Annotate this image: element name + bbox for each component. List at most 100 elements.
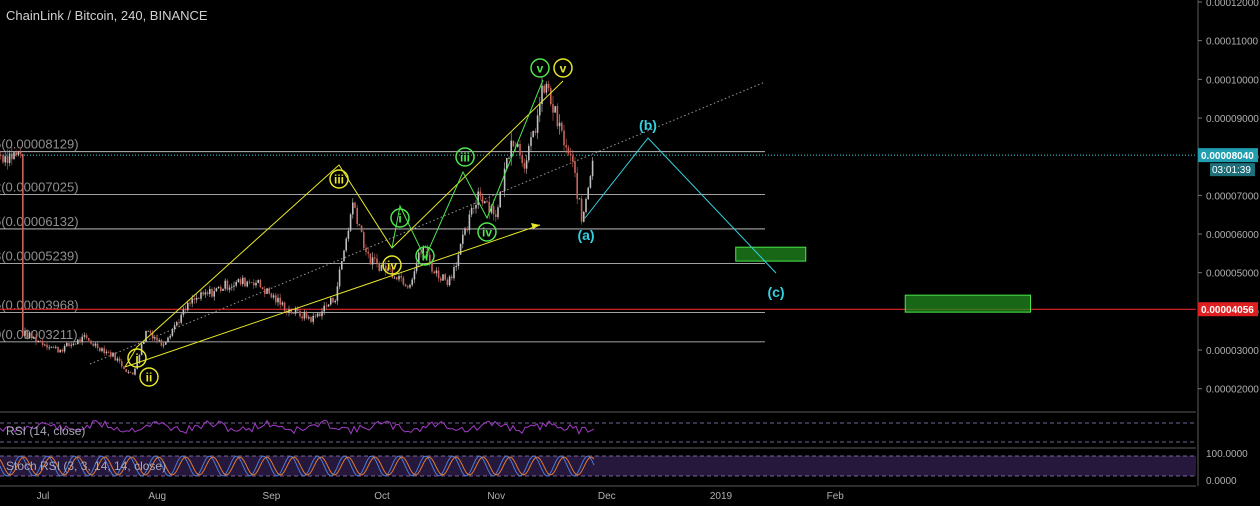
candle-body [563, 130, 565, 146]
candle-body [209, 288, 211, 294]
yellow-wave-base-line [124, 224, 541, 368]
candle-body [367, 251, 369, 254]
candle-body [484, 201, 486, 204]
candle-body [11, 153, 13, 160]
green-wave-label: v [537, 62, 544, 76]
candle-body [552, 104, 554, 113]
candle-body [292, 313, 295, 314]
candle-body [585, 198, 587, 212]
candle-body [270, 293, 273, 298]
candle-body [149, 330, 152, 333]
candle-body [294, 308, 297, 314]
candle-body [299, 310, 301, 317]
candle-body [63, 346, 66, 352]
target-zone [904, 294, 1032, 313]
candle-body [473, 207, 475, 209]
candle-body [242, 277, 244, 285]
candle-body [451, 276, 453, 279]
candle-body [536, 115, 539, 133]
candle-body [279, 297, 281, 305]
candle-body [85, 335, 88, 338]
candle-body [15, 152, 17, 156]
candle-body [523, 162, 526, 169]
candle-body [512, 140, 515, 147]
candle-body [583, 211, 585, 222]
candle-body [151, 332, 154, 339]
candle-body [116, 358, 119, 361]
candle-body [105, 351, 108, 354]
candle-body [343, 250, 345, 262]
candle-body [481, 196, 484, 204]
candle-body [114, 352, 116, 361]
candle-body [336, 286, 339, 301]
green-wave-label-circle [415, 246, 435, 266]
candle-body [356, 207, 358, 224]
candle-body [138, 355, 141, 364]
price-tick-label: 0.00012000 [1206, 0, 1259, 9]
candle-body [448, 276, 451, 286]
candle-body [325, 305, 328, 307]
candle-body [519, 144, 521, 156]
candle-body [79, 339, 81, 343]
candle-body [39, 340, 42, 342]
candle-body [107, 351, 110, 353]
candle-body [112, 352, 114, 357]
candle-body [374, 257, 376, 259]
candle-body [316, 313, 319, 317]
candle-body [389, 268, 391, 270]
candle-body [422, 246, 424, 254]
candle-body [572, 155, 574, 162]
green-wave-label: iii [460, 151, 470, 165]
yellow-wave-label: i [135, 352, 138, 366]
candle-body [303, 311, 306, 319]
candle-body [160, 339, 163, 346]
candle-body [118, 358, 121, 362]
candle-body [171, 329, 174, 336]
corrective-wave-label: (a) [577, 227, 594, 243]
candle-body [200, 292, 202, 299]
yellow-wave-label-circle [329, 169, 349, 189]
candle-body [123, 366, 125, 370]
candle-body [332, 297, 334, 303]
candle-body [88, 337, 90, 341]
yellow-wave-label: ii [146, 371, 153, 385]
candle-body [224, 280, 226, 289]
candle-body [363, 232, 365, 248]
candle-body [437, 270, 440, 279]
time-tick-label: Oct [374, 491, 390, 502]
candle-body [413, 271, 416, 280]
candle-body [30, 332, 33, 338]
red-level-tag [1198, 302, 1258, 317]
candle-body [321, 311, 323, 317]
candle-body [387, 268, 389, 271]
candle-body [338, 269, 341, 287]
candle-body [580, 198, 583, 222]
candle-body [187, 302, 189, 311]
candle-body [354, 202, 356, 208]
candle-body [253, 282, 255, 286]
candle-body [61, 349, 64, 352]
candle-body [52, 346, 55, 348]
candle-body [46, 344, 48, 348]
candle-body [92, 343, 94, 346]
green-wave-label-circle [477, 222, 497, 242]
green-wave-line [391, 79, 544, 260]
candle-body [528, 145, 530, 161]
candle-body [129, 371, 132, 373]
candle-body [462, 234, 464, 244]
green-wave-label-circle [455, 147, 475, 167]
price-tick-label: 0.00007000 [1206, 191, 1259, 202]
candle-body [578, 198, 581, 200]
candle-body [134, 368, 136, 375]
candle-body [198, 297, 200, 299]
candle-body [57, 346, 59, 353]
price-tick-label: 0.00006000 [1206, 230, 1259, 241]
candle-body [228, 287, 231, 290]
yellow-wave-line [124, 80, 564, 368]
fib-level-label: 0(0.00003211) [0, 327, 78, 342]
candle-body [70, 344, 72, 346]
candle-body [376, 258, 378, 264]
candle-body [444, 274, 446, 280]
